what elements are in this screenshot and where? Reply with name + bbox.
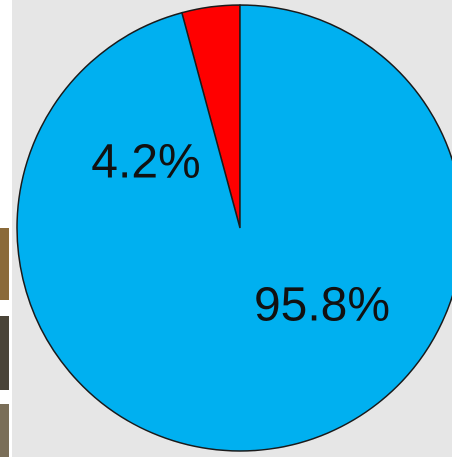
side-photo [0,404,9,457]
side-photo [0,228,9,300]
side-photo [0,316,9,390]
pie [16,4,452,452]
labels: 4.2% 95.8% [91,136,390,332]
data-label: 4.2% [91,136,200,189]
pie-slice [16,4,452,452]
data-label: 95.8% [254,279,390,332]
